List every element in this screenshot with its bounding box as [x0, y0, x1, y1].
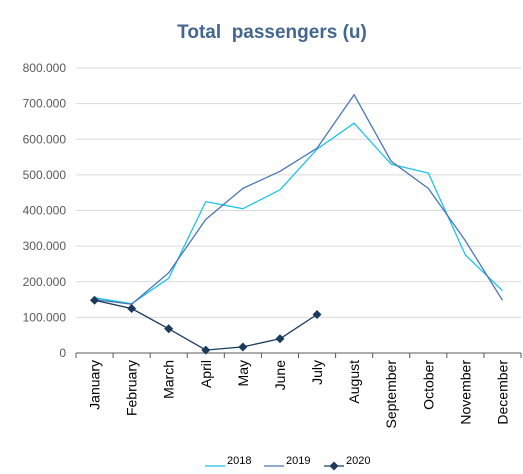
data-point-2020: [164, 324, 174, 334]
x-tick-label: February: [124, 360, 140, 416]
data-point-2020: [201, 345, 211, 355]
series-line-2018: [94, 122, 503, 305]
x-tick-label: December: [494, 360, 510, 425]
y-tick-label: 100.000: [23, 310, 67, 324]
x-axis: [75, 352, 522, 358]
x-tick-label: June: [272, 360, 288, 391]
y-tick-label: 0: [59, 346, 66, 360]
y-tick-label: 600.000: [23, 132, 67, 146]
x-tick-label: May: [235, 360, 251, 386]
data-point-2020: [127, 303, 137, 313]
data-point-2020: [238, 342, 248, 352]
y-tick-label: 800.000: [23, 61, 67, 75]
legend-label: 2019: [286, 455, 310, 467]
y-tick-label: 400.000: [23, 204, 67, 218]
series-line-2019: [94, 94, 504, 305]
legend-marker: [329, 461, 339, 471]
y-tick-label: 700.000: [23, 97, 67, 111]
x-tick-label: March: [161, 360, 177, 399]
x-tick-label: January: [87, 360, 103, 410]
x-tick-label: September: [383, 360, 399, 429]
gridlines: [76, 67, 521, 318]
legend: 2018 2019 2020: [205, 455, 370, 471]
legend-item-2020: 2020: [324, 455, 370, 471]
legend-label: 2020: [346, 455, 370, 467]
y-tick-label: 200.000: [23, 275, 67, 289]
data-point-2020: [312, 310, 322, 320]
x-tick-label: November: [457, 360, 473, 425]
series-lines: [90, 94, 504, 355]
y-tick-label: 500.000: [23, 168, 67, 182]
chart-title: Total passengers (u): [177, 22, 367, 43]
x-tick-label: October: [420, 360, 436, 410]
y-axis-ticks: 0 100.000 200.000 300.000 400.000 500.000 600.…: [23, 61, 67, 360]
x-tick-label: July: [309, 360, 325, 385]
data-point-2020: [90, 295, 100, 305]
y-tick-label: 300.000: [23, 239, 67, 253]
legend-item-2018: 2018: [205, 455, 251, 467]
data-point-2020: [275, 334, 285, 344]
x-tick-label: April: [198, 360, 214, 388]
x-axis-ticks: January February March April May June July Augu…: [87, 360, 511, 429]
legend-item-2019: 2019: [264, 455, 310, 467]
legend-label: 2018: [227, 455, 251, 467]
x-tick-label: August: [346, 360, 362, 404]
